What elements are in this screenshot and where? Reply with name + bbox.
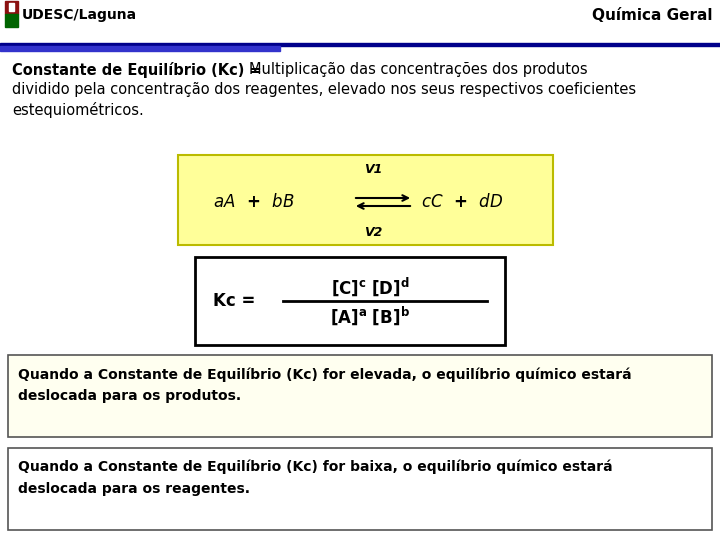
Text: Quando a Constante de Equilíbrio (Kc) for baixa, o equilíbrio químico estará: Quando a Constante de Equilíbrio (Kc) fo… xyxy=(18,460,613,475)
Text: V2: V2 xyxy=(364,226,382,239)
FancyBboxPatch shape xyxy=(8,448,712,530)
Text: Kc =: Kc = xyxy=(213,292,256,310)
Bar xyxy=(5,1,18,14)
Text: Química Geral: Química Geral xyxy=(592,8,712,23)
FancyBboxPatch shape xyxy=(8,355,712,437)
Bar xyxy=(5,14,18,27)
Text: Constante de Equilíbrio (Kc) =: Constante de Equilíbrio (Kc) = xyxy=(12,62,261,78)
Bar xyxy=(0,46,280,51)
Text: estequiométricos.: estequiométricos. xyxy=(12,102,144,118)
Bar xyxy=(9,3,14,11)
Text: deslocada para os reagentes.: deslocada para os reagentes. xyxy=(18,482,250,496)
Text: $aA$  +  $bB$: $aA$ + $bB$ xyxy=(213,193,294,211)
Bar xyxy=(0,0,720,45)
Text: $\mathbf{[A]^a\ [B]^b}$: $\mathbf{[A]^a\ [B]^b}$ xyxy=(330,305,410,327)
Text: dividido pela concentração dos reagentes, elevado nos seus respectivos coeficien: dividido pela concentração dos reagentes… xyxy=(12,82,636,97)
Text: deslocada para os produtos.: deslocada para os produtos. xyxy=(18,389,241,403)
Text: UDESC/Laguna: UDESC/Laguna xyxy=(22,8,137,22)
FancyBboxPatch shape xyxy=(178,155,553,245)
Text: $cC$  +  $dD$: $cC$ + $dD$ xyxy=(421,193,503,211)
Text: $\mathbf{[C]^c\ [D]^d}$: $\mathbf{[C]^c\ [D]^d}$ xyxy=(330,275,410,298)
FancyBboxPatch shape xyxy=(195,257,505,345)
Text: Quando a Constante de Equilíbrio (Kc) for elevada, o equilíbrio químico estará: Quando a Constante de Equilíbrio (Kc) fo… xyxy=(18,367,631,381)
Text: Multiplicação das concentrações dos produtos: Multiplicação das concentrações dos prod… xyxy=(249,62,588,77)
Text: V1: V1 xyxy=(364,163,382,176)
Bar xyxy=(0,43,720,46)
